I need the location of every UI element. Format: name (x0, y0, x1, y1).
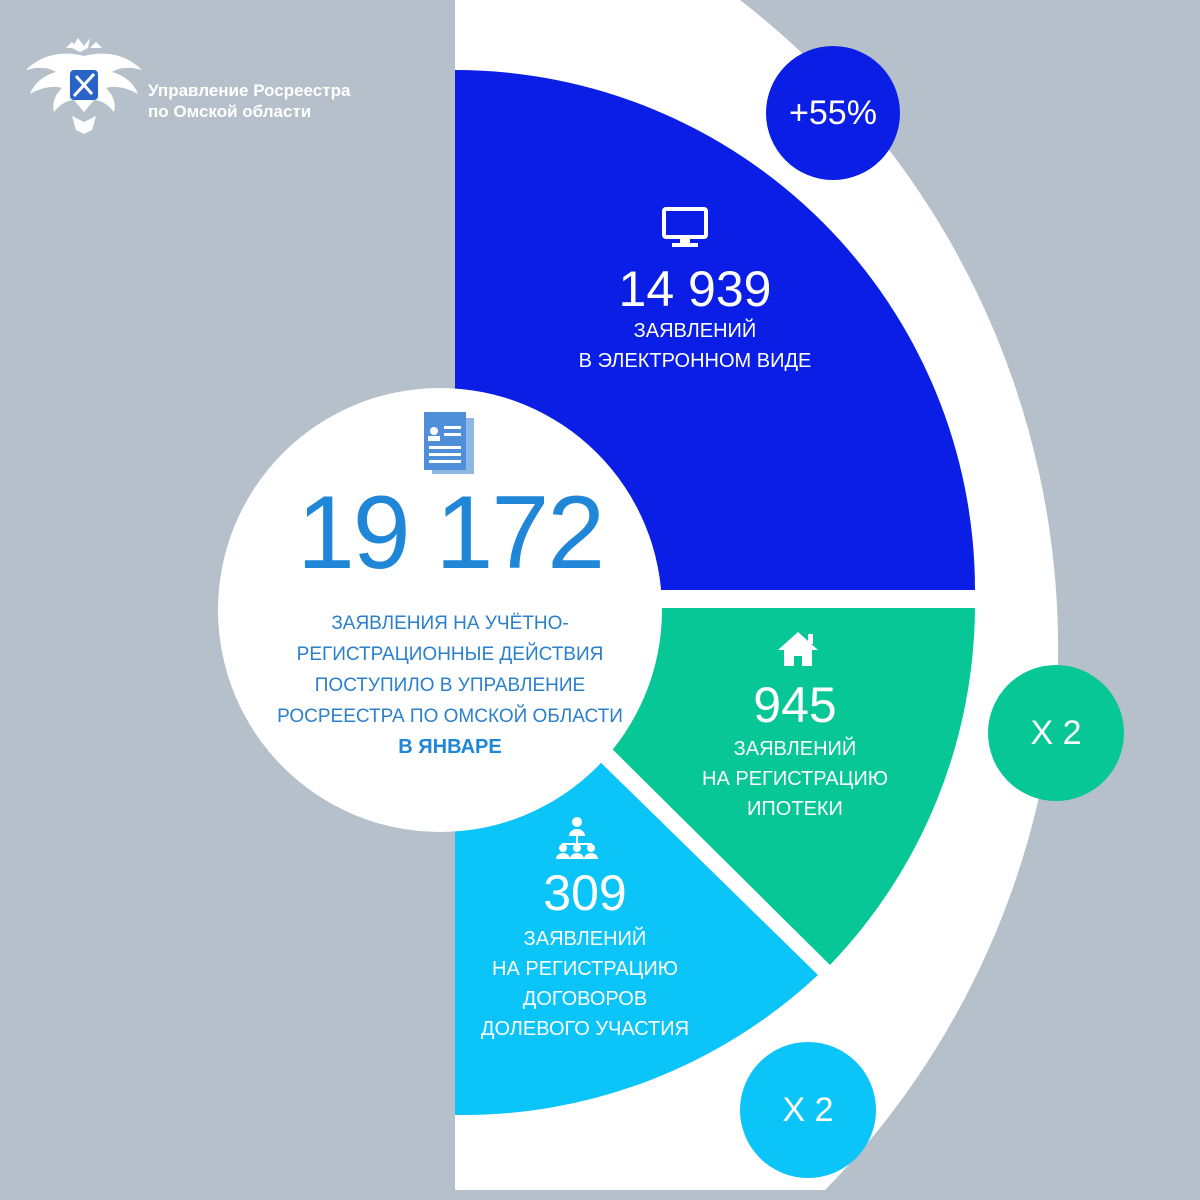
segment-shared-line-4: долевого участия (480, 1018, 690, 1040)
badge-electronic-text: +55% (789, 94, 877, 132)
segment-mortgage-line-1: заявлений (733, 738, 857, 760)
segment-shared-label: заявлений на регистрацию договоров долев… (435, 924, 735, 1044)
segment-electronic-line-1: заявлений (633, 320, 757, 342)
badge-mortgage (988, 665, 1124, 801)
total-desc-line-1: заявления на учётно- (331, 613, 569, 634)
total-desc-line-2: регистрационные действия (296, 644, 604, 665)
segment-electronic-value: 14 939 (618, 261, 772, 317)
segment-mortgage-label: заявлений на регистрацию ипотеки (645, 734, 945, 824)
total-desc-month: в январе (398, 736, 502, 758)
badge-mortgage-text: X 2 (1030, 714, 1082, 752)
total-description: заявления на учётно- регистрационные дей… (240, 608, 660, 763)
segment-shared-value: 309 (543, 865, 627, 921)
badge-shared (740, 1042, 876, 1178)
document-icon (424, 412, 474, 474)
badge-electronic (766, 46, 900, 180)
segment-mortgage-line-3: ипотеки (747, 798, 843, 820)
total-desc-line-3: поступило в Управление (314, 675, 586, 696)
segment-mortgage-line-2: на регистрацию (702, 768, 888, 790)
rosreestr-eagle-logo-icon (26, 38, 142, 134)
total-value: 19 172 (296, 475, 605, 591)
logo-line-2: по Омской области (148, 102, 312, 121)
segment-shared-line-3: договоров (522, 988, 648, 1010)
badge-shared-text: X 2 (782, 1091, 834, 1129)
segment-electronic-label: заявлений в электронном виде (495, 316, 895, 376)
people-network-icon (556, 817, 598, 859)
total-desc-line-4: Росреестра по Омской области (277, 706, 623, 727)
logo-text: Управление Росреестра по Омской области (148, 80, 448, 122)
segment-electronic-line-2: в электронном виде (578, 350, 812, 372)
house-icon (778, 632, 818, 666)
segment-shared-line-1: заявлений (523, 928, 647, 950)
monitor-icon (662, 207, 708, 247)
logo-line-1: Управление Росреестра (148, 81, 351, 100)
segment-mortgage-value: 945 (753, 677, 837, 733)
segment-shared-line-2: на регистрацию (492, 958, 678, 980)
total-circle (218, 388, 662, 832)
